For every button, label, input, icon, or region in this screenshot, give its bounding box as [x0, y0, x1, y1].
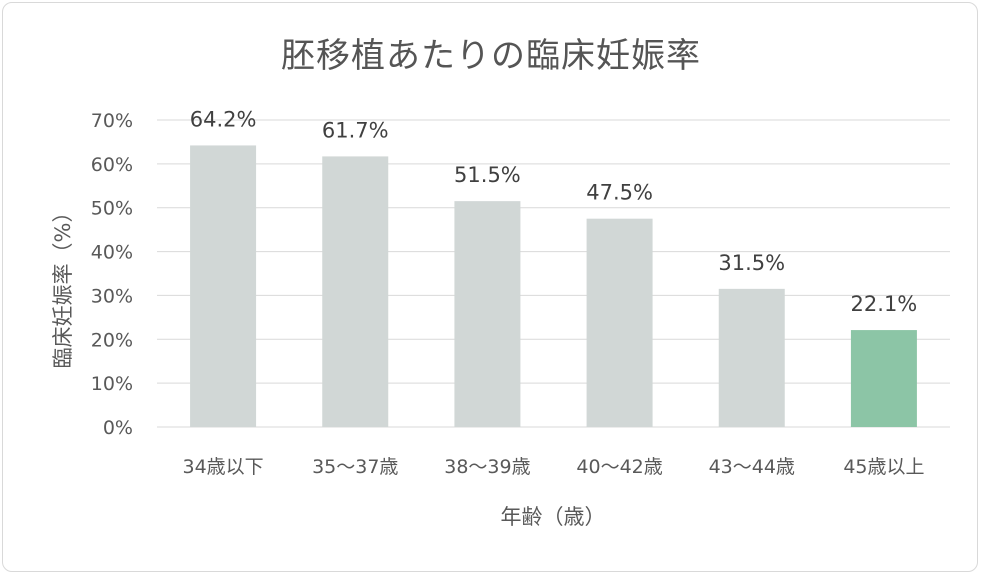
bar — [586, 218, 653, 427]
data-label: 51.5% — [454, 163, 521, 187]
bar — [190, 145, 257, 428]
x-tick-label: 40〜42歳 — [576, 456, 662, 478]
bars — [190, 145, 917, 428]
gridlines — [157, 119, 950, 428]
chart-title: 胚移植あたりの臨床妊娠率 — [281, 36, 701, 76]
y-tick-label: 50% — [91, 198, 133, 220]
data-label: 64.2% — [190, 107, 257, 131]
bar — [850, 330, 917, 427]
y-axis-ticks: 0% 10% 20% 30% 40% 50% 60% 70% — [91, 110, 133, 439]
y-tick-label: 10% — [91, 373, 133, 395]
x-tick-label: 38〜39歳 — [444, 456, 530, 478]
data-label: 31.5% — [718, 251, 785, 275]
bar — [718, 288, 785, 427]
bar — [454, 201, 521, 427]
data-labels: 64.2% 61.7% 51.5% 47.5% 31.5% 22.1% — [190, 107, 918, 316]
y-tick-label: 30% — [91, 285, 133, 307]
x-tick-label: 43〜44歳 — [709, 456, 795, 478]
x-tick-label: 35〜37歳 — [312, 456, 398, 478]
data-label: 47.5% — [586, 181, 653, 205]
x-tick-label: 34歳以下 — [182, 456, 263, 478]
y-tick-label: 0% — [103, 417, 133, 439]
x-axis-title: 年齢（歳） — [501, 505, 606, 529]
bar — [322, 156, 389, 427]
y-tick-label: 60% — [91, 154, 133, 176]
x-axis-ticks: 34歳以下 35〜37歳 38〜39歳 40〜42歳 43〜44歳 45歳以上 — [182, 456, 924, 478]
x-tick-label: 45歳以上 — [843, 456, 924, 478]
y-tick-label: 20% — [91, 329, 133, 351]
y-axis-title: 臨床妊娠率（%） — [51, 202, 75, 369]
y-tick-label: 70% — [91, 110, 133, 132]
data-label: 61.7% — [322, 118, 389, 142]
data-label: 22.1% — [851, 292, 918, 316]
y-tick-label: 40% — [91, 242, 133, 264]
